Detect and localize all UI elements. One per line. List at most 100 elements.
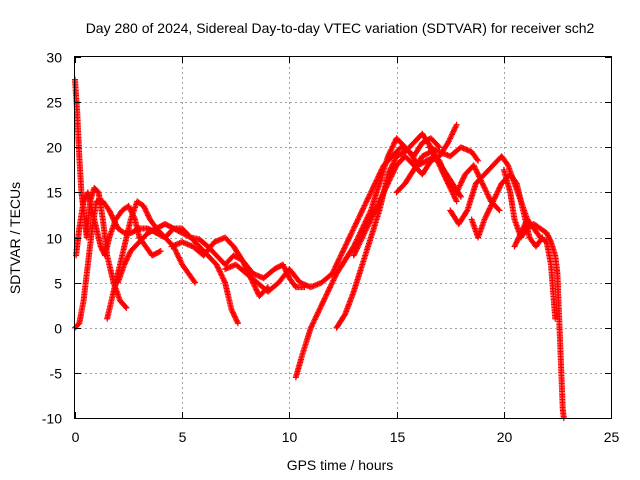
data-point [156, 248, 163, 255]
data-point [392, 165, 399, 172]
data-point [323, 291, 330, 298]
data-point [497, 183, 504, 190]
data-point [216, 267, 223, 274]
data-point [518, 228, 525, 235]
data-point [328, 281, 335, 288]
data-point [376, 170, 383, 177]
data-point [173, 249, 180, 256]
data-point [457, 181, 464, 188]
data-point [445, 139, 452, 146]
data-point [217, 269, 224, 276]
data-point [375, 199, 382, 206]
data-point [351, 223, 358, 230]
data-point [350, 252, 357, 259]
data-point [369, 212, 376, 219]
data-point [364, 195, 371, 202]
data-point [126, 204, 133, 211]
data-point [483, 190, 490, 197]
data-point [363, 226, 370, 233]
data-point [456, 183, 463, 190]
data-point [330, 276, 337, 283]
data-point [214, 262, 221, 269]
data-point [338, 251, 345, 258]
data-point [313, 312, 320, 319]
data-point [388, 146, 395, 153]
data-point [482, 187, 489, 194]
data-point [373, 203, 380, 210]
data-point [472, 166, 479, 173]
data-point [521, 221, 528, 228]
data-point [485, 194, 492, 201]
data-point [353, 220, 360, 227]
data-point [342, 242, 349, 249]
data-point [485, 208, 492, 215]
data-point [359, 225, 366, 232]
data-point [359, 224, 366, 231]
data-point [365, 220, 372, 227]
data-point [388, 162, 395, 169]
data-point [370, 183, 377, 190]
data-point [335, 256, 342, 263]
data-point [354, 245, 361, 252]
data-point [143, 209, 150, 216]
data-point [374, 202, 381, 209]
data-point [357, 237, 364, 244]
y-tick-label: 0 [54, 321, 62, 337]
data-point [374, 174, 381, 181]
data-point [364, 197, 371, 204]
data-point [357, 238, 364, 245]
data-point [385, 169, 392, 176]
data-point [482, 215, 489, 222]
data-point [143, 208, 150, 215]
data-point [386, 168, 393, 175]
data-point [380, 190, 387, 197]
data-point [326, 284, 333, 291]
data-point [372, 206, 379, 213]
data-point [458, 179, 465, 186]
data-point [490, 197, 497, 204]
data-point [366, 210, 373, 217]
data-point [391, 157, 398, 164]
data-point [315, 308, 322, 315]
data-point [512, 242, 519, 249]
data-point [481, 216, 488, 223]
data-point [356, 213, 363, 220]
data-point [387, 147, 394, 154]
data-point [329, 278, 336, 285]
data-point [157, 248, 164, 255]
data-point [307, 324, 314, 331]
data-point [452, 197, 459, 204]
data-point [385, 178, 392, 185]
data-point [317, 305, 324, 312]
data-point [340, 246, 347, 253]
data-point [515, 235, 522, 242]
data-point [452, 124, 459, 131]
data-point [357, 229, 364, 236]
data-point [459, 176, 466, 183]
data-point [186, 233, 193, 240]
data-point [511, 243, 518, 250]
data-point [125, 202, 132, 209]
data-point [361, 228, 368, 235]
data-point [482, 213, 489, 220]
data-point [141, 204, 148, 211]
data-point [453, 198, 460, 205]
data-point [324, 288, 331, 295]
y-tick-label: -5 [50, 366, 63, 382]
data-point [125, 253, 132, 260]
data-point [321, 295, 328, 302]
data-point [341, 312, 348, 319]
data-point [364, 223, 371, 230]
data-point [366, 191, 373, 198]
data-point [173, 250, 180, 257]
data-point [366, 219, 373, 226]
data-point [343, 241, 350, 248]
data-point [140, 202, 147, 209]
data-point [355, 215, 362, 222]
data-point [390, 158, 397, 165]
data-point [471, 163, 478, 170]
data-point [314, 310, 321, 317]
data-point [457, 193, 464, 200]
data-point [351, 224, 358, 231]
data-point [375, 201, 382, 208]
